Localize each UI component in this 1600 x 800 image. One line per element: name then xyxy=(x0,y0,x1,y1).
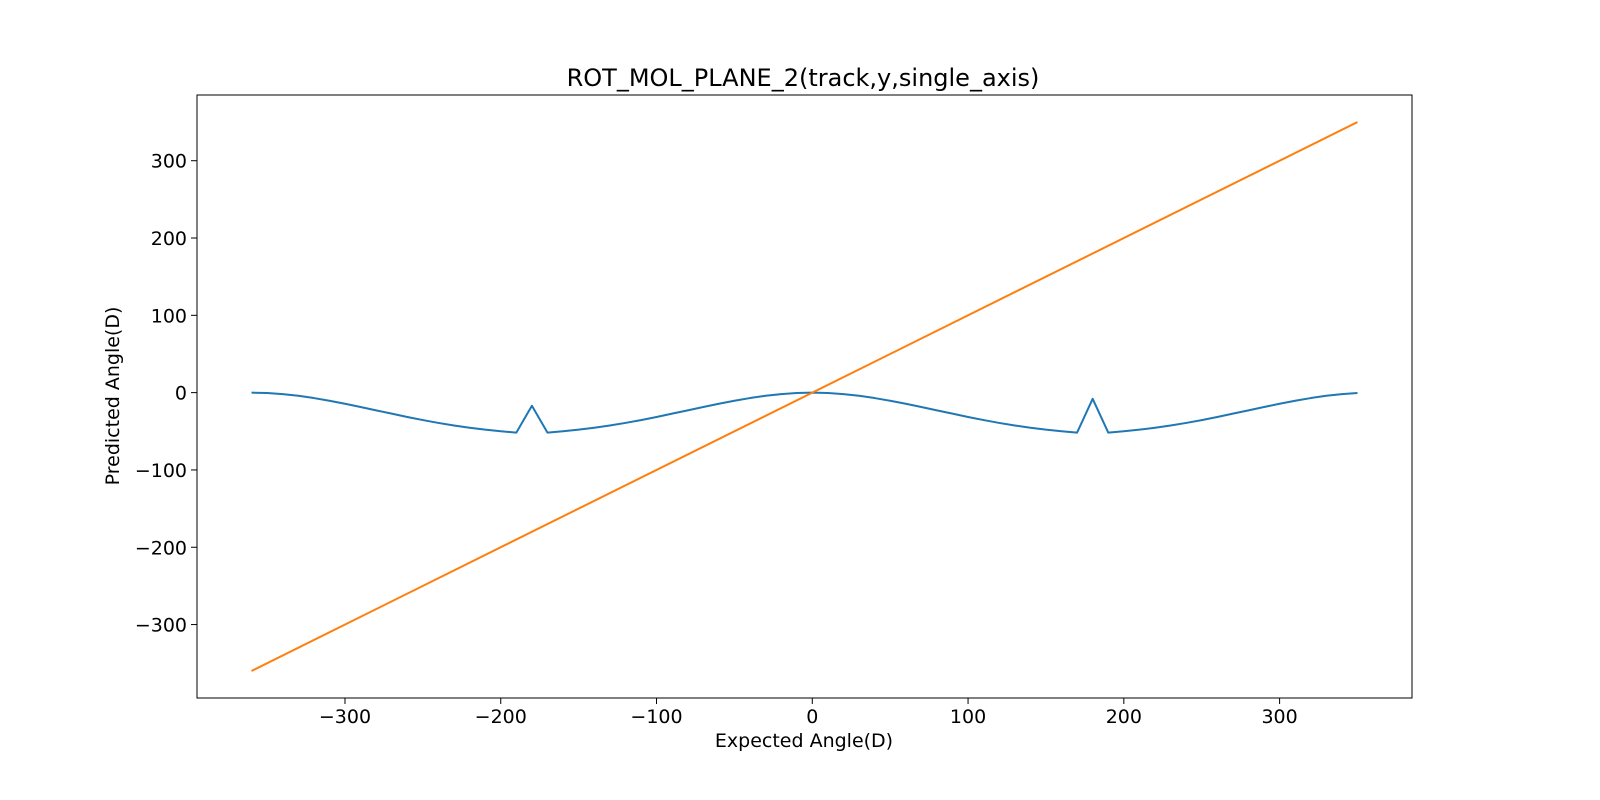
plot-lines xyxy=(251,121,1358,672)
y-tick-label: 200 xyxy=(151,228,187,250)
y-tick-label: 100 xyxy=(151,305,187,327)
y-axis-label: Predicted Angle(D) xyxy=(102,307,124,486)
y-tick-label: 0 xyxy=(175,383,187,405)
series-line-2 xyxy=(251,121,1358,672)
x-axis: −300 −200 −100 0 100 200 300 xyxy=(319,698,1298,728)
x-tick-label: 100 xyxy=(950,706,986,728)
x-tick-label: 300 xyxy=(1261,706,1297,728)
x-tick-label: −100 xyxy=(630,706,682,728)
x-tick-label: −300 xyxy=(319,706,371,728)
chart-title: ROT_MOL_PLANE_2(track,y,single_axis) xyxy=(567,64,1040,92)
x-tick-label: 200 xyxy=(1106,706,1142,728)
y-tick-label: −300 xyxy=(135,615,187,637)
y-tick-label: −200 xyxy=(135,537,187,559)
x-axis-label: Expected Angle(D) xyxy=(715,730,893,752)
plot-frame xyxy=(196,94,1413,699)
x-tick-label: −200 xyxy=(475,706,527,728)
y-tick-label: −100 xyxy=(135,460,187,482)
y-axis: −300 −200 −100 0 100 200 300 xyxy=(135,151,197,637)
series-line-1 xyxy=(251,391,1358,434)
x-tick-label: 0 xyxy=(806,706,818,728)
y-tick-label: 300 xyxy=(151,151,187,173)
